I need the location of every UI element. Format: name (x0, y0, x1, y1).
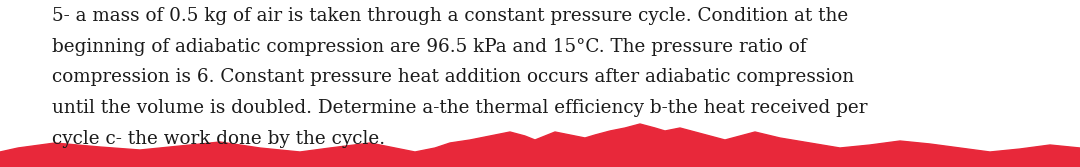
Text: 5- a mass of 0.5 kg of air is taken through a constant pressure cycle. Condition: 5- a mass of 0.5 kg of air is taken thro… (52, 7, 848, 25)
Text: beginning of adiabatic compression are 96.5 kPa and 15°C. The pressure ratio of: beginning of adiabatic compression are 9… (52, 38, 807, 56)
Text: compression is 6. Constant pressure heat addition occurs after adiabatic compres: compression is 6. Constant pressure heat… (52, 68, 854, 87)
Polygon shape (0, 124, 1080, 167)
Text: until the volume is doubled. Determine a-the thermal efficiency b-the heat recei: until the volume is doubled. Determine a… (52, 99, 867, 117)
Text: cycle c- the work done by the cycle.: cycle c- the work done by the cycle. (52, 130, 384, 148)
